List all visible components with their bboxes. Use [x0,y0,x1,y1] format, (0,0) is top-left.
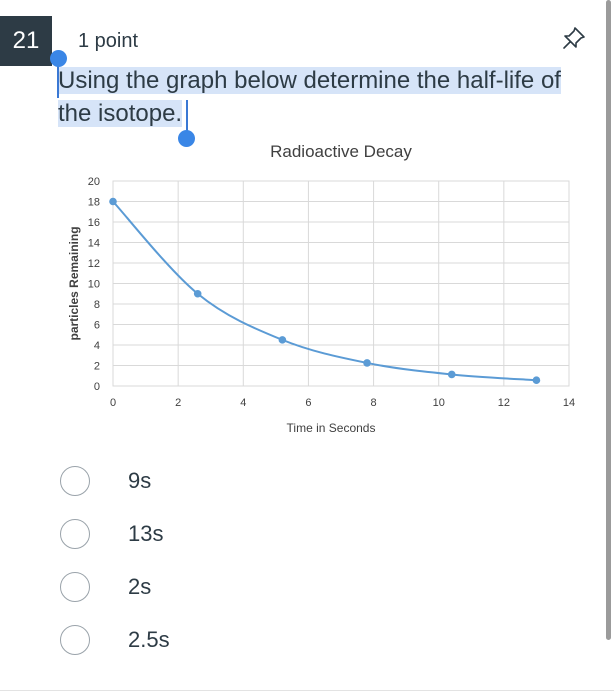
decay-chart-svg: 0 2 4 6 8 10 12 14 16 18 20 0 2 4 6 8 10 12 14 Radioactive … [67,142,575,435]
data-point [447,370,456,379]
selection-handle-start[interactable] [50,50,67,67]
data-point [363,359,371,367]
option-13s[interactable]: 13s [60,517,460,553]
y-tick-label: 20 [88,176,100,188]
x-tick-label: 12 [498,397,510,409]
x-tick-label: 2 [175,397,181,409]
option-label: 2.5s [128,627,170,652]
radio-button[interactable] [60,519,90,549]
data-point [109,197,117,206]
question-number: 21 [0,16,52,66]
radio-button[interactable] [60,625,90,655]
x-tick-label: 10 [433,397,445,409]
question-points: 1 point [78,30,139,52]
y-tick-label: 10 [88,279,100,291]
y-tick-label: 2 [94,361,100,373]
decay-chart: 0 2 4 6 8 10 12 14 16 18 20 0 2 4 6 8 10 12 14 Radioactive … [60,135,590,440]
selection-caret-start [57,66,59,98]
x-tick-label: 8 [371,397,377,409]
option-label: 13s [128,521,164,546]
scrollbar[interactable] [606,0,611,640]
y-tick-label: 12 [88,258,100,270]
x-axis-label: Time in Seconds [287,421,376,435]
y-tick-label: 0 [94,381,100,393]
question-text-block: Using the graph below determine the half… [58,64,598,130]
x-tick-label: 4 [240,397,246,409]
data-point [193,289,202,298]
chart-title: Radioactive Decay [270,142,412,161]
y-tick-label: 14 [88,238,100,250]
x-tick-label: 0 [110,397,116,409]
y-tick-label: 4 [94,340,100,352]
y-tick-label: 16 [88,217,100,229]
option-2-5s[interactable]: 2.5s [60,623,460,659]
y-tick-label: 6 [94,320,100,332]
data-point [532,376,541,385]
divider [0,690,614,691]
x-tick-label: 6 [305,397,311,409]
option-9s[interactable]: 9s [60,464,460,500]
y-axis-label: particles Remaining [67,226,81,340]
pin-icon[interactable] [560,24,588,52]
option-label: 2s [128,574,152,599]
y-tick-label: 8 [94,299,100,311]
x-tick-label: 14 [563,397,575,409]
selection-caret-end [186,100,188,132]
radio-button[interactable] [60,572,90,602]
selection-handle-end[interactable] [178,130,195,147]
series-line [112,200,537,382]
option-label: 9s [128,468,152,493]
question-text: Using the graph below determine the half… [58,67,561,127]
radio-button[interactable] [60,466,90,496]
option-2s[interactable]: 2s [60,570,460,606]
y-tick-label: 18 [88,197,100,209]
data-point [278,336,287,344]
